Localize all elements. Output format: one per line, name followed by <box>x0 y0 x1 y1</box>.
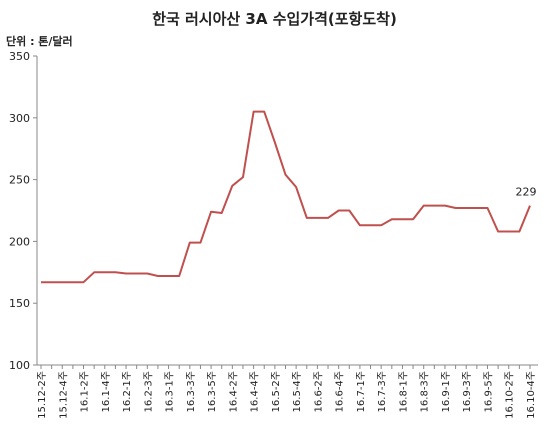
y-tick-label: 250 <box>9 174 30 187</box>
x-tick-label: 16.6-2주 <box>313 371 324 412</box>
x-tick-label: 15.12-4주 <box>58 371 69 419</box>
x-tick-label: 16.7-3주 <box>377 371 388 412</box>
x-tick-label: 16.2-3주 <box>143 371 154 412</box>
y-tick-label: 200 <box>9 235 30 248</box>
x-tick-label: 16.9-3주 <box>462 371 473 412</box>
x-tick-label: 16.8-3주 <box>420 371 431 412</box>
x-tick-label: 16.5-2주 <box>271 371 282 412</box>
unit-label: 단위 : 톤/달러 <box>6 35 73 48</box>
x-tick-label: 16.3-3주 <box>186 371 197 412</box>
y-tick-label: 150 <box>9 297 30 310</box>
x-tick-label: 16.10-4주 <box>526 371 537 419</box>
y-tick-label: 350 <box>9 50 30 63</box>
y-tick-label: 100 <box>9 359 30 372</box>
data-label: 229 <box>516 186 537 199</box>
x-tick-label: 16.3-1주 <box>165 371 176 412</box>
x-tick-label: 16.1-4주 <box>101 371 112 412</box>
x-tick-label: 16.4-4주 <box>250 371 261 412</box>
x-tick-label: 16.2-1주 <box>122 371 133 412</box>
x-tick-label: 16.1-2주 <box>80 371 91 412</box>
x-tick-label: 16.3-5주 <box>207 371 218 412</box>
x-tick-label: 15.12-2주 <box>37 371 48 419</box>
x-tick-label: 16.5-4주 <box>292 371 303 412</box>
x-tick-label: 16.4-2주 <box>228 371 239 412</box>
x-tick-label: 16.6-4주 <box>335 371 346 412</box>
x-tick-label: 16.9-1주 <box>441 371 452 412</box>
x-tick-label: 16.9-5주 <box>483 371 494 412</box>
x-tick-label: 16.8-1주 <box>398 371 409 412</box>
x-tick-label: 16.10-2주 <box>505 371 516 419</box>
x-tick-label: 16.7-1주 <box>356 371 367 412</box>
chart-title: 한국 러시아산 3A 수입가격(포항도착) <box>152 10 397 28</box>
series-line <box>41 110 531 284</box>
y-tick-label: 300 <box>9 112 30 125</box>
